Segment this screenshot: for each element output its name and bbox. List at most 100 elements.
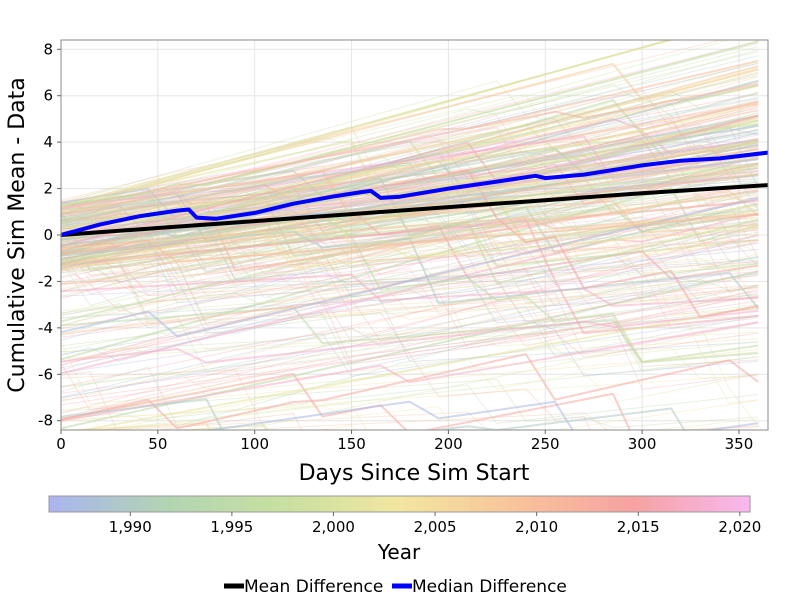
colorbar-tick-labels: 1,990 1,995 2,000 2,005 2,010 2,015 2,020 bbox=[109, 512, 761, 536]
background-trajectory bbox=[61, 384, 759, 424]
background-trajectory bbox=[61, 91, 759, 247]
background-trajectory bbox=[61, 197, 759, 338]
background-trajectory bbox=[61, 372, 632, 430]
x-tick-label: 50 bbox=[148, 435, 167, 453]
background-trajectory bbox=[61, 103, 759, 238]
background-trajectory bbox=[61, 245, 759, 315]
x-tick-label: 200 bbox=[434, 435, 463, 453]
background-trajectory bbox=[61, 162, 759, 270]
background-trajectory bbox=[61, 321, 759, 422]
background-trajectory bbox=[61, 191, 759, 248]
colorbar-title: Year bbox=[377, 540, 421, 564]
background-trajectory bbox=[61, 251, 759, 355]
background-trajectory bbox=[61, 104, 759, 238]
background-trajectory bbox=[61, 90, 759, 252]
colorbar-tick-label: 2,000 bbox=[312, 518, 355, 536]
background-trajectory bbox=[61, 234, 759, 414]
background-trajectory bbox=[61, 139, 759, 228]
background-trajectory bbox=[61, 256, 759, 324]
background-trajectory bbox=[61, 40, 731, 211]
background-trajectory bbox=[61, 309, 759, 364]
background-trajectory bbox=[61, 314, 759, 377]
y-tick-label: 4 bbox=[43, 133, 53, 151]
colorbar-tick-label: 1,995 bbox=[210, 518, 253, 536]
background-trajectory bbox=[61, 60, 759, 257]
background-trajectory bbox=[61, 206, 759, 307]
background-trajectory bbox=[61, 227, 759, 371]
y-tick-labels: -8 -6 -4 -2 0 2 4 6 8 bbox=[38, 40, 61, 430]
background-trajectory bbox=[61, 140, 759, 268]
background-trajectory bbox=[61, 160, 759, 225]
series-line-mean-difference bbox=[61, 183, 768, 237]
x-axis-title: Days Since Sim Start bbox=[299, 461, 530, 486]
background-trajectory bbox=[61, 97, 759, 223]
legend-label: Median Difference bbox=[412, 577, 567, 597]
background-trajectory bbox=[61, 305, 759, 399]
background-trajectory bbox=[61, 341, 759, 405]
x-tick-label: 150 bbox=[337, 435, 366, 453]
background-trajectory bbox=[61, 98, 759, 230]
background-trajectory bbox=[61, 369, 759, 430]
background-trajectory bbox=[61, 352, 759, 430]
background-trajectory bbox=[61, 164, 759, 299]
background-trajectory bbox=[61, 240, 759, 403]
background-trajectory bbox=[61, 163, 759, 292]
background-trajectory bbox=[61, 205, 759, 291]
background-trajectory bbox=[61, 240, 759, 307]
background-trajectory bbox=[61, 134, 759, 216]
y-tick-label: 2 bbox=[43, 180, 53, 198]
background-trajectory bbox=[61, 215, 759, 255]
background-trajectory bbox=[61, 324, 759, 428]
background-trajectory bbox=[61, 242, 759, 388]
x-tick-label: 100 bbox=[240, 435, 269, 453]
background-trajectory bbox=[78, 305, 759, 430]
background-trajectory bbox=[61, 226, 759, 269]
background-trajectory bbox=[61, 299, 759, 363]
background-trajectory bbox=[61, 262, 759, 325]
background-trajectory bbox=[61, 158, 759, 247]
background-trajectory bbox=[61, 144, 759, 265]
background-trajectory bbox=[61, 322, 759, 430]
legend-label: Mean Difference bbox=[244, 577, 383, 597]
background-trajectory bbox=[61, 229, 759, 285]
background-trajectory bbox=[61, 284, 759, 351]
background-trajectory bbox=[61, 191, 759, 363]
background-trajectory bbox=[61, 128, 759, 270]
background-trajectory bbox=[61, 185, 759, 328]
background-trajectory bbox=[61, 171, 759, 266]
background-trajectory bbox=[61, 264, 759, 319]
background-trajectory bbox=[61, 145, 759, 233]
series-lines bbox=[61, 150, 768, 237]
background-trajectory bbox=[61, 99, 759, 214]
colorbar-tick-label: 1,990 bbox=[109, 518, 152, 536]
colorbar bbox=[48, 495, 751, 513]
background-trajectory bbox=[98, 411, 759, 430]
background-trajectory bbox=[61, 322, 759, 394]
background-trajectory bbox=[61, 110, 759, 221]
background-trajectory bbox=[61, 317, 759, 388]
background-trajectory bbox=[97, 356, 759, 430]
background-trajectory bbox=[61, 133, 759, 227]
background-trajectory bbox=[61, 239, 759, 304]
x-tick-label: 300 bbox=[628, 435, 657, 453]
background-trajectory bbox=[61, 226, 759, 278]
background-trajectory bbox=[61, 421, 212, 430]
background-trajectory bbox=[61, 82, 759, 210]
background-trajectory bbox=[61, 170, 759, 230]
background-trajectory bbox=[61, 272, 759, 399]
grid bbox=[60, 40, 768, 430]
background-trajectory bbox=[61, 397, 686, 430]
y-tick-label: 8 bbox=[43, 40, 53, 58]
x-tick-label: 0 bbox=[56, 435, 66, 453]
background-trajectory bbox=[61, 331, 759, 353]
background-trajectory bbox=[61, 40, 723, 201]
background-trajectory bbox=[61, 120, 759, 216]
background-trajectory bbox=[61, 51, 759, 219]
background-trajectory bbox=[61, 141, 759, 236]
y-axis-title: Cumulative Sim Mean - Data bbox=[5, 77, 30, 392]
background-trajectory bbox=[61, 181, 759, 229]
background-trajectory bbox=[61, 273, 759, 418]
background-trajectory bbox=[61, 213, 759, 263]
background-trajectory bbox=[61, 218, 759, 323]
